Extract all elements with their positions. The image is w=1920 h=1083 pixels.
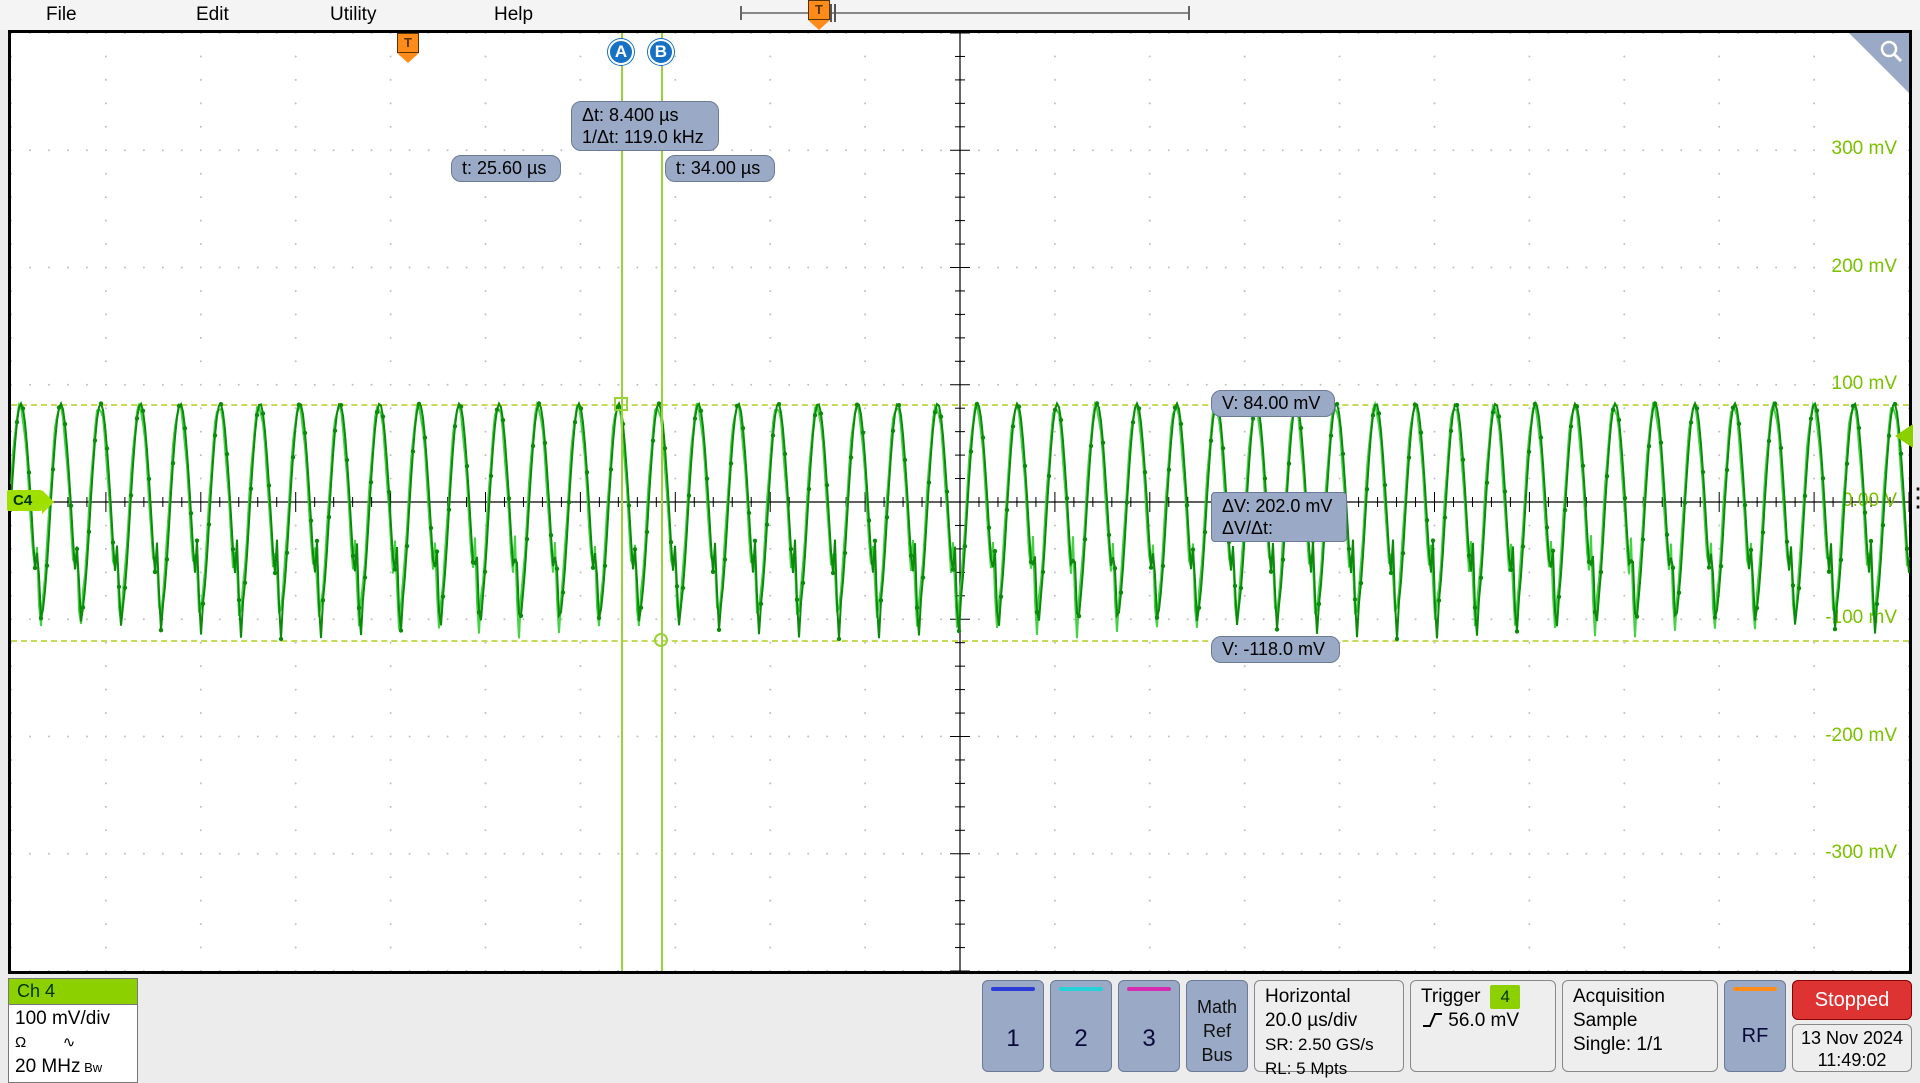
trigger-position-marker-icon: T xyxy=(808,0,830,30)
channel-3-stripe xyxy=(1127,987,1171,991)
trigger-source-chip: 4 xyxy=(1490,985,1519,1009)
run-status[interactable]: Stopped xyxy=(1792,980,1912,1020)
cursor-b-badge[interactable]: B xyxy=(648,39,674,65)
channel-2-button[interactable]: 2 xyxy=(1050,980,1112,1072)
magnifier-icon xyxy=(1879,39,1903,63)
acquisition-panel[interactable]: Acquisition Sample Single: 1/1 xyxy=(1562,980,1718,1072)
rising-edge-icon xyxy=(1421,1011,1443,1029)
trigger-level-arrow-icon[interactable] xyxy=(1895,424,1913,448)
voltage-cursor-top-readout: V: 84.00 mV xyxy=(1211,390,1335,417)
active-channel-panel[interactable]: Ch 4 100 mV/div Ω ∿ 20 MHz Bᴡ xyxy=(8,978,138,1074)
timebase-slider[interactable]: T xyxy=(740,6,1190,22)
menu-utility[interactable]: Utility xyxy=(330,4,376,26)
cursor-a-time-readout: t: 25.60 µs xyxy=(451,155,561,182)
active-channel-coupling-icon: Ω ∿ xyxy=(15,1031,131,1055)
more-options-icon[interactable]: ⋮ xyxy=(1905,493,1920,501)
channel-2-stripe xyxy=(1059,987,1103,991)
bottom-bar: Ch 4 100 mV/div Ω ∿ 20 MHz Bᴡ 1 2 3 Math… xyxy=(0,978,1920,1080)
math-ref-bus-button[interactable]: Math Ref Bus xyxy=(1186,980,1248,1072)
menu-help[interactable]: Help xyxy=(494,4,533,26)
menu-edit[interactable]: Edit xyxy=(196,4,229,26)
datetime-panel: 13 Nov 2024 11:49:02 xyxy=(1792,1024,1912,1072)
menubar: File Edit Utility Help T xyxy=(0,0,1920,30)
waveform-plot[interactable]: T 300 mV200 mV100 mV0.00 V-100 mV-200 mV… xyxy=(8,30,1912,974)
voltage-cursor-bot-readout: V: -118.0 mV xyxy=(1211,636,1340,663)
active-channel-name: Ch 4 xyxy=(8,978,138,1005)
menu-file[interactable]: File xyxy=(46,4,77,26)
cursor-b-time-readout: t: 34.00 µs xyxy=(665,155,775,182)
rf-button[interactable]: RF xyxy=(1724,980,1786,1072)
time-cursor-a[interactable] xyxy=(621,33,623,971)
cursor-a-badge[interactable]: A xyxy=(608,39,634,65)
rf-stripe xyxy=(1733,987,1777,991)
channel-indicator[interactable]: C4 xyxy=(7,490,42,511)
active-channel-bw: 20 MHz xyxy=(15,1056,80,1077)
active-channel-scale: 100 mV/div xyxy=(15,1007,131,1031)
channel-1-stripe xyxy=(991,987,1035,991)
cursor-intersection-a-icon xyxy=(614,397,628,411)
time-cursor-b[interactable] xyxy=(661,33,663,971)
channel-3-button[interactable]: 3 xyxy=(1118,980,1180,1072)
delta-v-readout: ΔV: 202.0 mV ΔV/Δt: xyxy=(1211,492,1347,542)
horizontal-panel[interactable]: Horizontal 20.0 µs/div SR: 2.50 GS/s RL:… xyxy=(1254,980,1404,1072)
channel-1-button[interactable]: 1 xyxy=(982,980,1044,1072)
delta-t-readout: Δt: 8.400 µs 1/Δt: 119.0 kHz xyxy=(571,101,719,151)
waveform-trace xyxy=(11,33,1909,971)
trigger-panel[interactable]: Trigger4 56.0 mV xyxy=(1410,980,1556,1072)
